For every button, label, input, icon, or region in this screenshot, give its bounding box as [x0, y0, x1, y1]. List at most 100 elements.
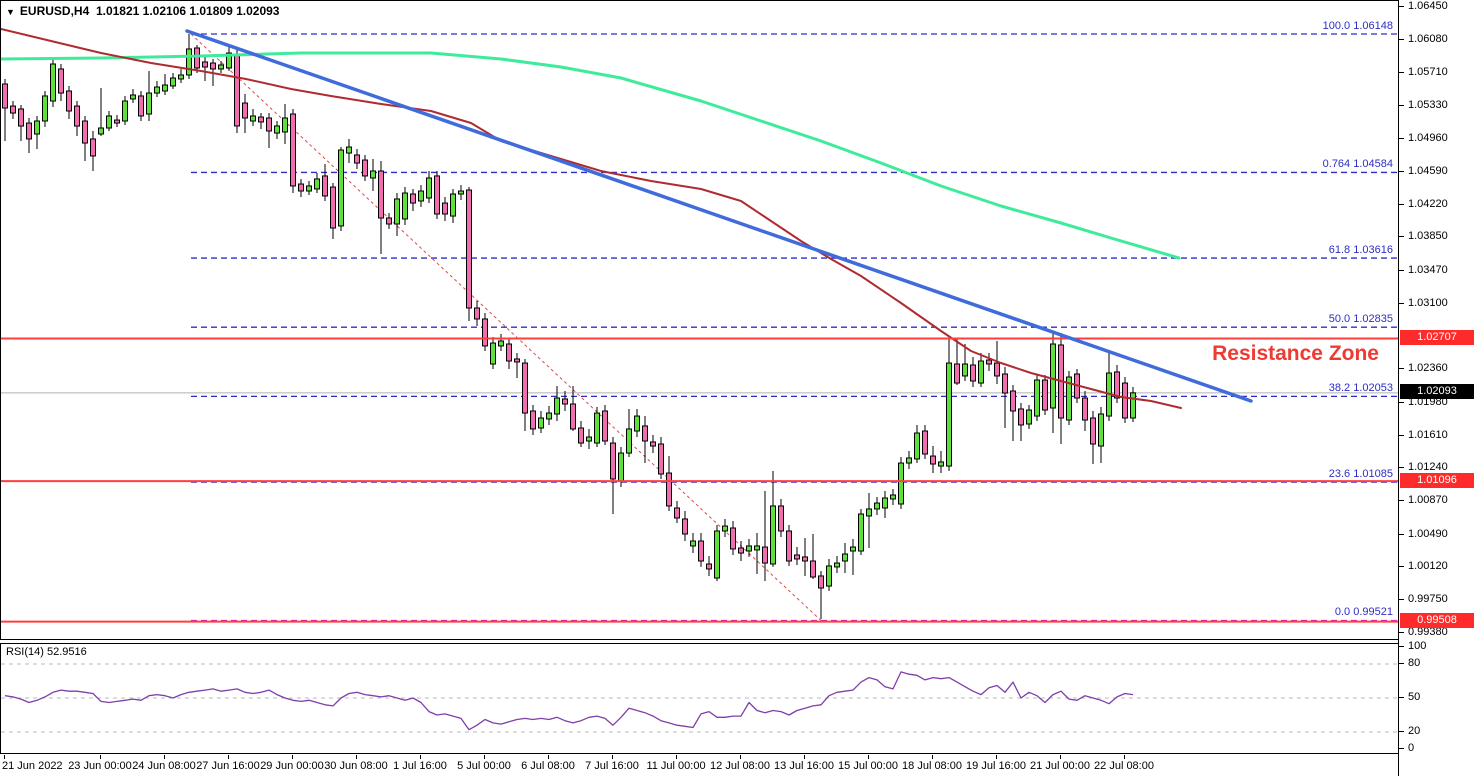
candle-bullish	[834, 555, 840, 574]
candle-bearish	[994, 341, 1000, 385]
rsi-canvas	[1, 663, 1399, 733]
candle-bearish	[138, 91, 144, 121]
candle-bullish	[714, 524, 720, 581]
time-tick-mark	[548, 755, 549, 759]
candle-bullish	[626, 409, 632, 458]
candle-bearish	[730, 521, 736, 555]
price-marker-1.02093: 1.02093	[1400, 384, 1474, 400]
candle-bearish	[522, 358, 528, 431]
candle-bullish	[50, 57, 56, 108]
price-tick-mark	[1399, 170, 1404, 172]
candle-bullish	[450, 188, 456, 224]
candle-bullish	[754, 533, 760, 575]
descending-trendline[interactable]	[185, 29, 1253, 403]
time-tick-mark	[676, 755, 677, 759]
time-tick-label: 24 Jun 08:00	[132, 760, 196, 772]
candle-bearish	[18, 104, 24, 141]
time-tick-mark	[484, 755, 485, 759]
price-tick-mark	[1399, 71, 1404, 73]
candle-bullish	[170, 73, 176, 89]
price-tick-label: 1.05330	[1408, 99, 1448, 112]
candle-bullish	[1050, 331, 1056, 434]
candle-bullish	[898, 457, 904, 509]
candle-bearish	[778, 498, 784, 538]
candle-bearish	[1042, 374, 1048, 415]
candle-bullish	[914, 424, 920, 464]
candle-bearish	[242, 94, 248, 134]
candle-bearish	[650, 434, 656, 454]
candle-bearish	[530, 404, 536, 435]
rsi-tick-mark	[1399, 731, 1404, 732]
time-axis[interactable]: 21 Jun 2022 23 Jun 00:00 24 Jun 08:00 27 Ju…	[0, 755, 1398, 776]
time-tick-label: 12 Jul 08:00	[710, 760, 770, 772]
candle-bearish	[474, 301, 480, 327]
candle-bullish	[538, 411, 544, 434]
price-axis[interactable]: 1.06450 1.06080 1.05710 1.05330 1.04960 1.045…	[1398, 0, 1480, 776]
symbol-dropdown-icon[interactable]: ▼	[6, 7, 15, 17]
price-tick-mark	[1399, 302, 1404, 304]
resistance-zone-label[interactable]: Resistance Zone	[1212, 342, 1379, 365]
time-tick-label: 19 Jul 16:00	[966, 760, 1026, 772]
price-marker-1.02707: 1.02707	[1400, 330, 1474, 346]
candle-bullish	[346, 138, 352, 164]
candle-bearish	[706, 555, 712, 576]
candle-bearish	[1002, 367, 1008, 428]
candle-bearish	[514, 353, 520, 378]
price-tick-mark	[1399, 566, 1404, 568]
candle-bearish	[738, 541, 744, 561]
fib-label-0.0: 0.0 0.99521	[1334, 606, 1393, 619]
time-tick-label: 27 Jun 16:00	[196, 760, 260, 772]
candle-bullish	[690, 533, 696, 554]
candle-bullish	[34, 115, 40, 149]
time-tick-label: 18 Jul 08:00	[902, 760, 962, 772]
candle-bearish	[2, 78, 8, 141]
price-tick-label: 1.02360	[1408, 362, 1448, 375]
rsi-line	[4, 671, 1134, 731]
candle-bearish	[266, 113, 272, 148]
candle-bearish	[810, 534, 816, 579]
candle-bearish	[658, 437, 664, 479]
candle-bearish	[570, 385, 576, 431]
time-tick-mark	[100, 755, 101, 759]
time-tick-mark	[612, 755, 613, 759]
candle-bullish	[842, 543, 848, 574]
candle-bullish	[594, 407, 600, 448]
candle-bearish	[930, 446, 936, 474]
candle-bullish	[546, 405, 552, 425]
candle-bullish	[938, 451, 944, 474]
rsi-tick-mark	[1399, 748, 1404, 749]
candle-bearish	[786, 524, 792, 566]
candle-bullish	[770, 471, 776, 567]
ma-slow-green	[1, 51, 1181, 260]
time-tick-label: 29 Jun 00:00	[260, 760, 324, 772]
candle-bullish	[418, 184, 424, 208]
candle-bullish	[306, 181, 312, 195]
candle-bullish	[1026, 404, 1032, 429]
price-tick-mark	[1399, 631, 1404, 633]
candle-bullish	[906, 451, 912, 469]
price-tick-mark	[1399, 270, 1404, 271]
candle-bullish	[1106, 351, 1112, 421]
candle-bearish	[482, 313, 488, 351]
candle-bearish	[986, 353, 992, 371]
candle-bearish	[378, 161, 384, 255]
rsi-tick-mark	[1399, 646, 1404, 647]
fib-label-61.8: 61.8 1.03616	[1328, 244, 1393, 257]
candle-bearish	[114, 114, 120, 128]
candle-bullish	[826, 558, 832, 591]
price-tick-label: 1.04590	[1408, 164, 1448, 177]
candle-bearish	[602, 404, 608, 445]
rsi-pane[interactable]: RSI(14) 52.9516	[0, 643, 1399, 754]
time-tick-label: 22 Jul 08:00	[1094, 760, 1154, 772]
candle-bullish	[394, 193, 400, 236]
chart-title: ▼ EURUSD,H4 1.01821 1.02106 1.01809 1.020…	[6, 4, 279, 18]
fib-label-38.2: 38.2 1.02053	[1328, 382, 1393, 395]
candle-bullish	[890, 488, 896, 505]
time-tick-mark	[356, 755, 357, 759]
candle-bearish	[362, 154, 368, 181]
candle-bearish	[74, 101, 80, 136]
rsi-tick-label: 0	[1408, 742, 1415, 754]
price-tick-label: 1.01240	[1408, 461, 1448, 474]
main-chart-pane[interactable]: ▼ EURUSD,H4 1.01821 1.02106 1.01809 1.020…	[0, 0, 1399, 640]
